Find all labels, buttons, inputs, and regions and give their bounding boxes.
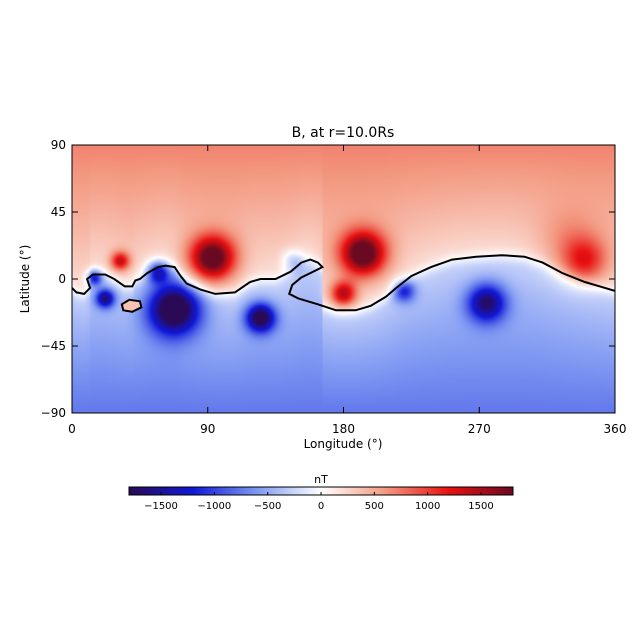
colorbar-label: nT bbox=[314, 473, 328, 486]
y-tick-label: 0 bbox=[58, 272, 66, 286]
y-tick-label: 45 bbox=[51, 205, 66, 219]
x-axis-ticks: 0 90 180 270 360 bbox=[68, 145, 626, 436]
colorbar-tick-label: −500 bbox=[254, 501, 281, 512]
colorbar-tick-label: −1000 bbox=[197, 501, 231, 512]
y-tick-label: −45 bbox=[41, 339, 66, 353]
y-tick-label: −90 bbox=[41, 406, 66, 420]
colorbar-tick-label: 500 bbox=[365, 501, 384, 512]
neutral-line-island bbox=[120, 298, 143, 313]
x-tick-label: 360 bbox=[604, 422, 627, 436]
y-axis-label: Latitude (°) bbox=[18, 245, 32, 314]
colorbar-tick-label: 1500 bbox=[468, 501, 493, 512]
chart-title: B, at r=10.0Rs bbox=[292, 125, 395, 141]
x-tick-label: 270 bbox=[468, 422, 491, 436]
y-axis-ticks: −90 −45 0 45 90 bbox=[41, 138, 615, 420]
x-tick-label: 0 bbox=[68, 422, 76, 436]
colorbar-ticks: −1500 −1000 −500 0 500 1000 1500 bbox=[144, 492, 494, 512]
neutral-line-group bbox=[72, 254, 615, 313]
colorbar-tick-label: −1500 bbox=[144, 501, 178, 512]
heatmap-field bbox=[72, 145, 615, 413]
x-axis-label: Longitude (°) bbox=[304, 437, 383, 451]
colorbar-tick-label: 0 bbox=[318, 501, 324, 512]
x-tick-label: 90 bbox=[200, 422, 215, 436]
neutral-line bbox=[72, 254, 615, 312]
y-tick-label: 90 bbox=[51, 138, 66, 152]
x-tick-label: 180 bbox=[332, 422, 355, 436]
colorbar-tick-label: 1000 bbox=[415, 501, 440, 512]
